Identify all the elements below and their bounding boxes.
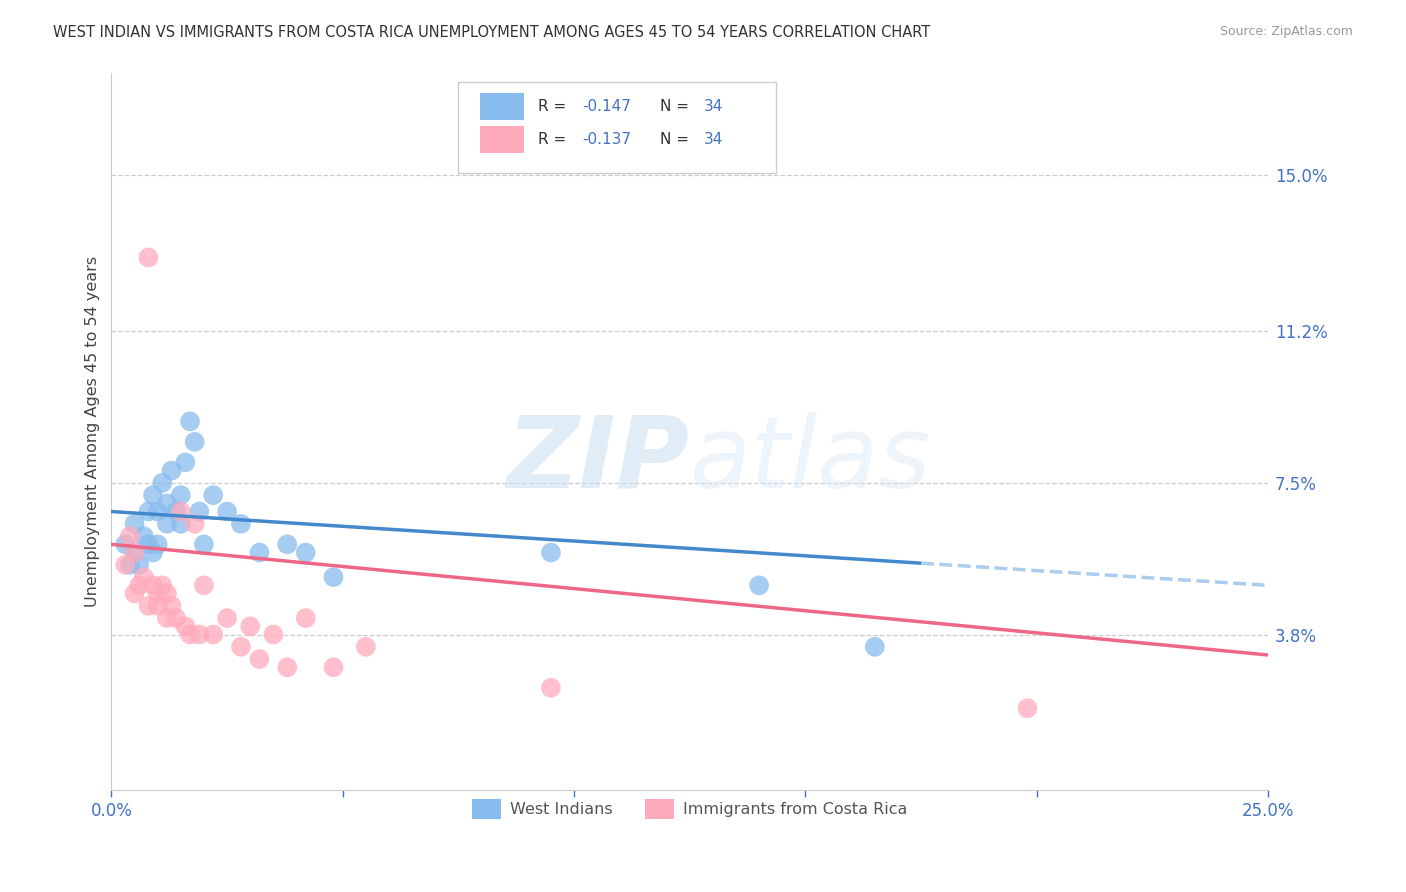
Point (165, 504, 187, 518)
Point (179, 627, 201, 641)
Point (170, 488, 193, 502)
Point (146, 504, 169, 518)
Point (150, 475, 173, 490)
Point (156, 586, 179, 600)
Point (188, 504, 211, 518)
Point (540, 681, 562, 695)
Text: Source: ZipAtlas.com: Source: ZipAtlas.com (1219, 25, 1353, 38)
Point (160, 464, 183, 478)
Point (262, 627, 284, 641)
Point (322, 660, 344, 674)
Text: R =: R = (538, 99, 571, 114)
Point (165, 611, 187, 625)
Point (540, 545, 562, 559)
Point (146, 586, 169, 600)
Point (124, 516, 146, 531)
Y-axis label: Unemployment Among Ages 45 to 54 years: Unemployment Among Ages 45 to 54 years (86, 256, 100, 607)
Point (229, 640, 252, 654)
Text: ZIP: ZIP (506, 412, 690, 508)
Point (156, 516, 179, 531)
Point (132, 529, 155, 543)
Point (138, 251, 160, 265)
Text: 34: 34 (703, 99, 723, 114)
Point (146, 599, 169, 613)
Text: -0.137: -0.137 (582, 132, 631, 147)
Point (174, 619, 197, 633)
Point (294, 611, 316, 625)
Point (183, 434, 205, 449)
Point (132, 570, 155, 584)
Point (160, 599, 183, 613)
Text: WEST INDIAN VS IMMIGRANTS FROM COSTA RICA UNEMPLOYMENT AMONG AGES 45 TO 54 YEARS: WEST INDIAN VS IMMIGRANTS FROM COSTA RIC… (53, 25, 931, 40)
Point (188, 627, 211, 641)
Point (294, 545, 316, 559)
Legend: West Indians, Immigrants from Costa Rica: West Indians, Immigrants from Costa Rica (465, 793, 914, 825)
Point (124, 545, 146, 559)
Point (354, 640, 377, 654)
Point (249, 545, 271, 559)
Point (142, 545, 165, 559)
Point (138, 504, 160, 518)
Point (174, 455, 197, 469)
Text: atlas: atlas (690, 412, 931, 508)
Point (150, 578, 173, 592)
Point (156, 496, 179, 510)
Point (193, 537, 215, 551)
Point (142, 578, 165, 592)
Point (124, 586, 146, 600)
Text: 34: 34 (703, 132, 723, 147)
FancyBboxPatch shape (458, 81, 776, 173)
Point (156, 611, 179, 625)
Point (118, 558, 141, 572)
Point (202, 627, 225, 641)
Point (239, 619, 262, 633)
Point (748, 578, 770, 592)
Point (217, 504, 239, 518)
Point (114, 537, 136, 551)
Point (322, 570, 344, 584)
Point (146, 537, 169, 551)
Text: N =: N = (659, 132, 693, 147)
Point (183, 516, 205, 531)
Text: N =: N = (659, 99, 693, 114)
Point (179, 414, 201, 428)
Point (128, 578, 150, 592)
Point (1017, 701, 1039, 715)
Point (276, 660, 298, 674)
Point (138, 537, 160, 551)
Point (128, 558, 150, 572)
Bar (481, 93, 524, 120)
Bar (481, 126, 524, 153)
Point (229, 516, 252, 531)
Text: R =: R = (538, 132, 571, 147)
Point (118, 529, 141, 543)
Point (138, 599, 160, 613)
Point (114, 558, 136, 572)
Point (124, 545, 146, 559)
Text: -0.147: -0.147 (582, 99, 631, 114)
Point (142, 488, 165, 502)
Point (170, 516, 193, 531)
Point (193, 578, 215, 592)
Point (217, 611, 239, 625)
Point (276, 537, 298, 551)
Point (170, 504, 193, 518)
Point (249, 652, 271, 666)
Point (202, 488, 225, 502)
Point (863, 640, 886, 654)
